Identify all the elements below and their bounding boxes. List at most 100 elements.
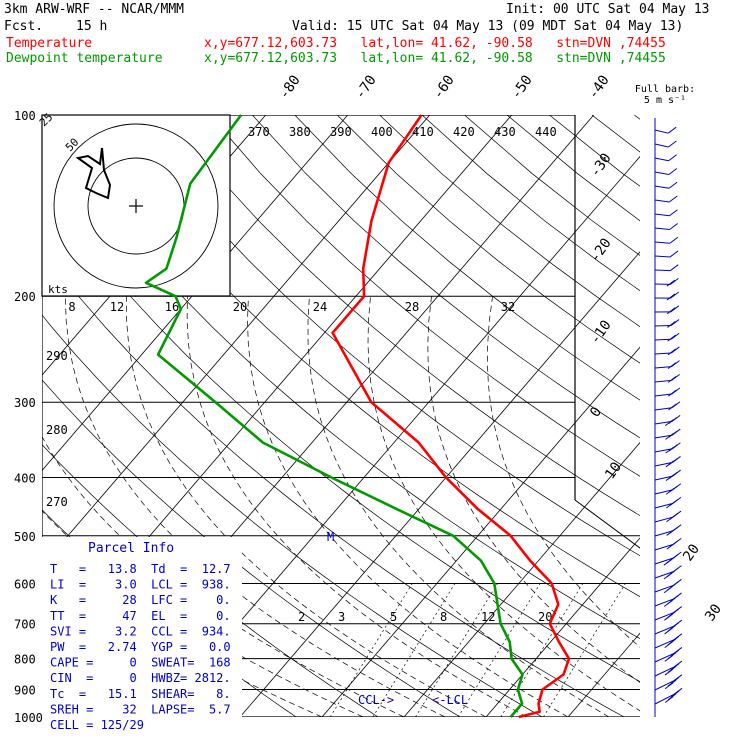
pressure-tick-label: 700 — [14, 618, 36, 632]
wind-barb-flag — [669, 209, 678, 217]
mixing-ratio-line — [500, 583, 584, 717]
isotherm-line — [321, 346, 640, 717]
temperature-tick-label: -20 — [587, 235, 615, 265]
hodograph-speed-tick: 16 — [165, 300, 179, 314]
wind-barb-staff — [654, 557, 674, 565]
mixing-ratio-label: 12 — [481, 610, 495, 624]
dry-adiabat-line — [124, 115, 640, 557]
wind-barb-flag — [664, 696, 674, 703]
mixing-ratio-label: 20 — [538, 610, 552, 624]
dry-adiabat-line — [42, 117, 640, 640]
parcel-info-row: TT = 47 EL = 0. — [50, 609, 231, 623]
theta-tick-label: 420 — [453, 125, 475, 139]
annotation-ccl-label: CCL-> — [358, 693, 394, 707]
dry-adiabat-line — [82, 115, 640, 598]
wind-barb-staff — [654, 475, 673, 481]
wind-barb-flag — [667, 321, 676, 328]
dewpoint-location: x,y=677.12,603.73 lat,lon= 41.62, -90.58… — [204, 51, 666, 66]
wind-barb-staff — [654, 352, 672, 355]
wind-barb-staff — [654, 543, 674, 551]
wind-barb-flag — [668, 140, 677, 148]
dewpoint-legend: Dewpoint temperature — [6, 51, 163, 66]
wind-barb-flag — [664, 668, 674, 676]
wind-barb-flag — [664, 641, 674, 649]
theta-side-label: 290 — [46, 349, 68, 363]
parcel-info-row: T = 13.8 Td = 12.7 — [50, 562, 231, 576]
wind-barb-staff — [654, 213, 670, 217]
temperature-tick-label: 20 — [680, 541, 703, 564]
wind-barb-staff — [654, 407, 673, 411]
wind-barb-staff — [654, 693, 675, 705]
theta-tick-label: 400 — [371, 125, 393, 139]
wind-barb-flag — [667, 334, 676, 342]
wind-barb-flag — [669, 223, 678, 230]
mixing-ratio-line — [543, 583, 626, 717]
wind-barb-flag — [665, 460, 675, 468]
wind-barb-flag — [663, 586, 673, 594]
wind-barb-flag — [668, 195, 678, 203]
dry-adiabat-line — [167, 115, 640, 517]
dry-adiabat-line — [336, 115, 640, 364]
wind-barb-flag — [664, 654, 674, 662]
mixing-ratio-line — [372, 583, 456, 717]
wind-barb-staff — [654, 379, 672, 383]
wind-barb-staff — [654, 420, 673, 425]
hodograph-speed-tick: 28 — [405, 300, 419, 314]
parcel-info-row: SREH = 32 LAPSE= 5.7 — [50, 702, 231, 716]
dry-adiabat-line — [42, 314, 543, 717]
wind-barb-flag — [663, 572, 673, 580]
dry-adiabat-line — [506, 115, 640, 222]
wind-barb-flag — [666, 542, 676, 550]
isotherm-line — [239, 251, 640, 717]
barb-legend-subtitle: 5 m s⁻¹ — [644, 95, 686, 106]
isotherm-line — [42, 115, 431, 567]
temperature-tick-label: -50 — [508, 72, 536, 102]
wind-barb-staff — [654, 171, 669, 175]
forecast-label: Fcst. — [4, 19, 44, 34]
pressure-tick-label: 800 — [14, 653, 36, 667]
wind-barb-flag — [666, 293, 676, 301]
temperature-tick-label: 30 — [702, 601, 725, 624]
temperature-tick-label: -10 — [587, 317, 615, 347]
theta-tick-label: 410 — [412, 125, 434, 139]
wind-barb-staff — [654, 157, 669, 162]
temperature-tick-label: 0 — [587, 404, 605, 420]
wind-barb-staff — [654, 143, 669, 148]
wind-barb-staff — [654, 434, 673, 439]
wind-barb-flag — [667, 348, 677, 356]
isotherm-line — [42, 115, 349, 472]
isotherm-line — [732, 115, 740, 717]
wind-barb-flag — [664, 682, 674, 690]
valid-time: Valid: 15 UTC Sat 04 May 13 (09 MDT Sat … — [292, 19, 684, 34]
hodograph-trace — [75, 147, 112, 200]
wind-barb-staff — [654, 625, 674, 635]
wind-barb-flag — [667, 375, 677, 383]
wind-barb-staff — [654, 502, 674, 509]
wind-barb-flag — [669, 264, 679, 272]
init-time: Init: 00 UTC Sat 04 May 13 — [506, 2, 710, 17]
mixing-ratio-line — [329, 583, 413, 717]
pressure-tick-label: 200 — [14, 290, 36, 304]
mixing-ratio-label: 5 — [390, 610, 397, 624]
wind-barb-flag — [668, 154, 677, 162]
temperature-line — [331, 114, 571, 719]
wind-barb-flag — [668, 168, 678, 175]
moist-adiabat-line — [64, 296, 446, 717]
wind-barb-staff — [654, 255, 671, 258]
isotherm-line — [485, 537, 640, 717]
wind-barb-staff — [654, 269, 671, 272]
wind-barb-staff — [654, 516, 674, 523]
wind-barb-flag — [663, 558, 673, 566]
isotherm-line — [157, 155, 640, 717]
theta-tick-label: 430 — [494, 125, 516, 139]
temperature-tick-label: -70 — [352, 72, 380, 102]
wind-barb-flag — [668, 403, 677, 411]
dewpoint-line — [144, 114, 524, 718]
theta-side-label: 270 — [46, 495, 68, 509]
dry-adiabat-line — [634, 115, 640, 120]
temperature-tick-label: -40 — [585, 72, 613, 102]
mixing-ratio-line — [457, 583, 541, 717]
mixing-ratio-label: 3 — [338, 610, 345, 624]
parcel-info-row: LI = 3.0 LCL = 938. — [50, 578, 231, 592]
